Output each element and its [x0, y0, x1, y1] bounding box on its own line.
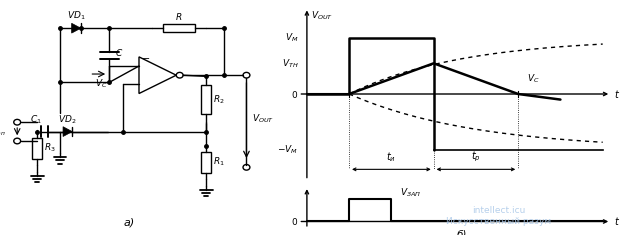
Text: $R_1$: $R_1$ — [212, 156, 224, 168]
Text: $C_1$: $C_1$ — [30, 113, 42, 126]
Text: $R_3$: $R_3$ — [44, 142, 55, 154]
Bar — [32, 137, 42, 159]
Bar — [163, 24, 196, 32]
Text: $V_C$: $V_C$ — [526, 72, 540, 85]
Text: $V_{зап}$: $V_{зап}$ — [0, 125, 6, 138]
Text: а): а) — [123, 218, 135, 228]
Text: $t_р$: $t_р$ — [471, 149, 481, 164]
Text: $V_C$: $V_C$ — [95, 78, 108, 90]
Text: −: − — [143, 54, 151, 64]
Text: $t$: $t$ — [614, 215, 620, 227]
Text: $VD_2$: $VD_2$ — [59, 113, 77, 126]
Text: $V_{OUT}$: $V_{OUT}$ — [252, 112, 274, 125]
Text: $V_{TH}$: $V_{TH}$ — [282, 57, 298, 70]
Text: $V_M$: $V_M$ — [285, 32, 298, 44]
Bar — [201, 152, 211, 173]
Text: $R_2$: $R_2$ — [212, 93, 224, 106]
Text: $t$: $t$ — [614, 88, 620, 100]
Text: $R$: $R$ — [176, 11, 183, 22]
Polygon shape — [72, 23, 81, 33]
Text: $0$: $0$ — [292, 216, 298, 227]
Text: $0$: $0$ — [292, 89, 298, 99]
Bar — [201, 85, 211, 114]
Text: $t_и$: $t_и$ — [386, 150, 396, 164]
Text: $V_{ЗАП}$: $V_{ЗАП}$ — [400, 186, 421, 199]
Text: intellect.icu
Искусственный разум: intellect.icu Искусственный разум — [446, 206, 551, 226]
Polygon shape — [63, 127, 72, 137]
Text: $V_{OUT}$: $V_{OUT}$ — [311, 9, 333, 22]
Text: б): б) — [457, 229, 467, 235]
Text: $-V_M$: $-V_M$ — [277, 144, 298, 156]
Text: $VD_1$: $VD_1$ — [67, 10, 85, 22]
Text: $C$: $C$ — [115, 47, 123, 58]
